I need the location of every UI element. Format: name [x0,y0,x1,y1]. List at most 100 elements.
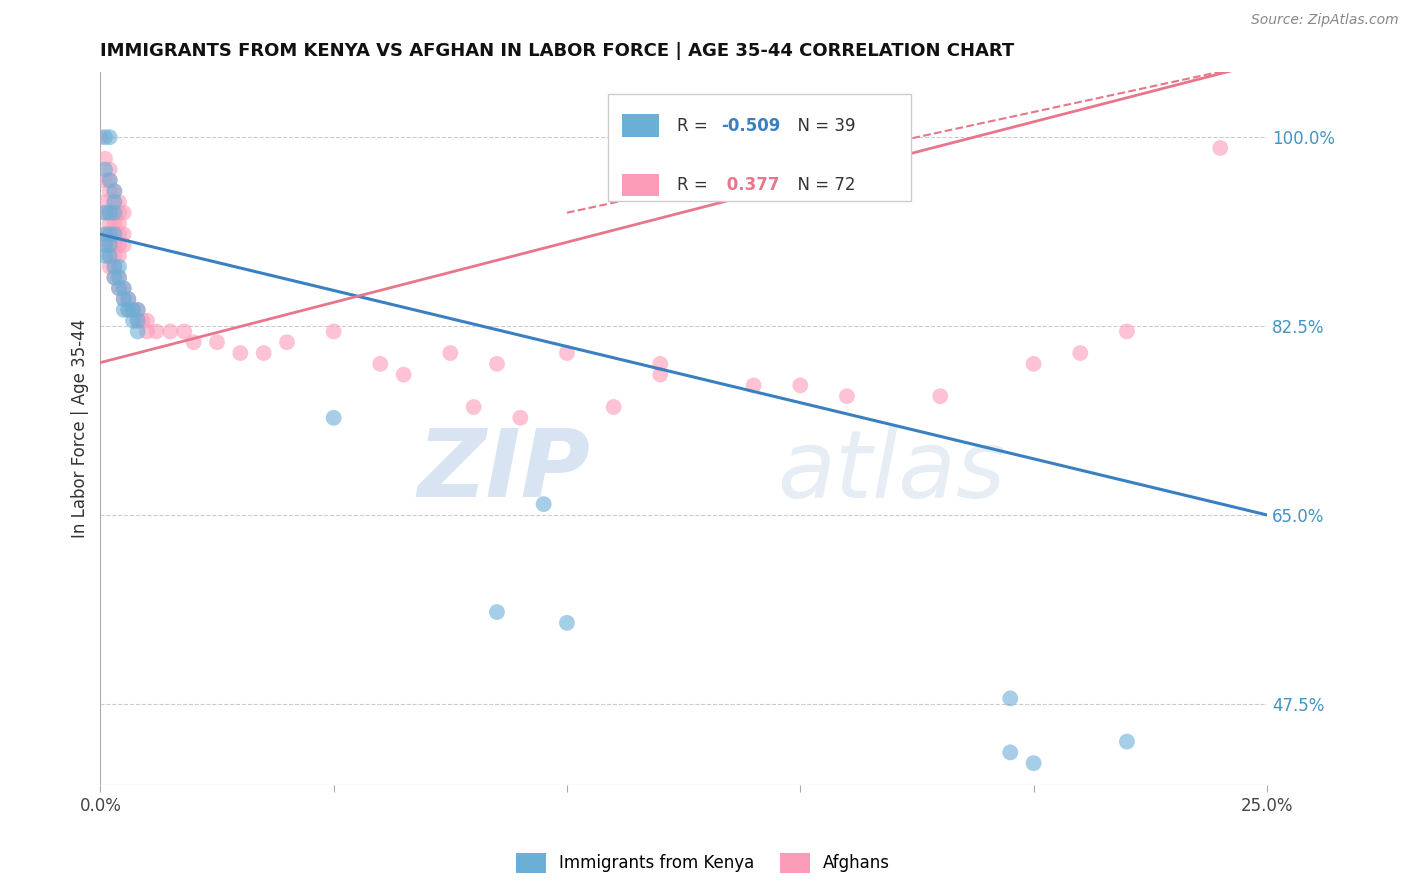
Point [789,378,811,392]
Y-axis label: In Labor Force | Age 35-44: In Labor Force | Age 35-44 [72,319,89,538]
Point [555,615,578,630]
Point [108,270,131,285]
Point [1069,346,1091,360]
Point [1000,691,1022,706]
Point [94,205,117,219]
Point [131,313,153,327]
Point [103,205,125,219]
Point [835,389,858,403]
Point [108,227,131,242]
Point [122,302,145,317]
Point [1022,756,1045,771]
Point [103,238,125,252]
Text: atlas: atlas [778,425,1005,516]
Point [1000,745,1022,759]
Point [108,281,131,295]
Point [108,217,131,231]
Point [103,227,125,242]
Point [322,325,344,339]
Point [98,162,121,177]
FancyBboxPatch shape [607,94,911,201]
Point [229,346,252,360]
Point [103,194,125,209]
Point [98,227,121,242]
Text: ZIP: ZIP [418,425,591,517]
Point [98,184,121,198]
Point [94,130,117,145]
Point [127,313,149,327]
Point [94,249,117,263]
FancyBboxPatch shape [621,174,659,196]
Point [117,302,139,317]
Point [136,313,159,327]
Point [103,260,125,274]
Point [103,260,125,274]
Point [253,346,276,360]
Point [112,205,135,219]
Point [1116,734,1139,748]
Point [439,346,461,360]
Point [98,173,121,187]
Point [103,270,125,285]
Point [145,325,167,339]
Point [1116,325,1139,339]
Point [1209,141,1232,155]
Point [103,249,125,263]
Text: N = 39: N = 39 [787,117,856,135]
Point [103,217,125,231]
Point [127,313,149,327]
Text: -0.509: -0.509 [721,117,780,135]
Point [122,313,145,327]
Point [98,238,121,252]
Point [485,357,508,371]
Point [602,400,624,414]
Point [159,325,181,339]
Point [94,162,117,177]
FancyBboxPatch shape [621,114,659,137]
Point [509,410,531,425]
Point [94,205,117,219]
Point [117,292,139,306]
Text: IMMIGRANTS FROM KENYA VS AFGHAN IN LABOR FORCE | AGE 35-44 CORRELATION CHART: IMMIGRANTS FROM KENYA VS AFGHAN IN LABOR… [100,42,1015,60]
Point [117,302,139,317]
Point [112,238,135,252]
Point [98,260,121,274]
Point [183,335,205,350]
Point [94,173,117,187]
Point [112,292,135,306]
Point [98,173,121,187]
Point [368,357,391,371]
Point [1022,357,1045,371]
Point [103,270,125,285]
Point [742,378,765,392]
Text: R =: R = [676,176,713,194]
Point [103,194,125,209]
Legend: Immigrants from Kenya, Afghans: Immigrants from Kenya, Afghans [509,847,897,880]
Text: R =: R = [676,117,713,135]
Point [108,194,131,209]
Point [136,325,159,339]
Point [94,238,117,252]
Point [108,281,131,295]
Text: 0.377: 0.377 [721,176,779,194]
Point [112,302,135,317]
Point [108,205,131,219]
Point [108,270,131,285]
Point [98,217,121,231]
Point [127,302,149,317]
Point [112,292,135,306]
Point [112,281,135,295]
Point [94,194,117,209]
Point [929,389,952,403]
Point [89,130,111,145]
Point [103,205,125,219]
Point [205,335,228,350]
Point [98,205,121,219]
Point [103,227,125,242]
Point [276,335,298,350]
Point [322,410,344,425]
Point [98,227,121,242]
Point [94,238,117,252]
Point [98,205,121,219]
Point [650,368,672,382]
